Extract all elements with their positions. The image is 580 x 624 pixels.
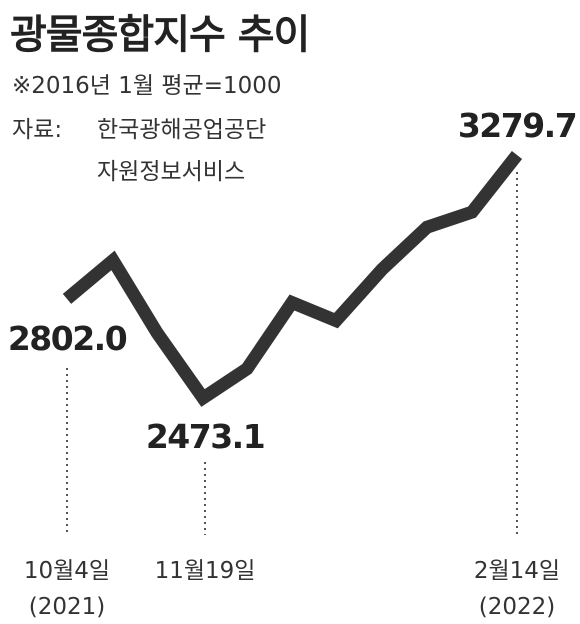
value-labels: 2802.0 2473.1 3279.7: [8, 106, 578, 456]
guide-lines: [66, 172, 518, 535]
x-tick-date-1: 11월19일: [155, 558, 256, 584]
base-note: ※2016년 1월 평균=1000: [12, 73, 282, 99]
x-tick-year-0: (2021): [29, 594, 105, 620]
series-line: [62, 150, 523, 407]
x-tick-date-0: 10월4일: [24, 558, 110, 584]
x-axis-labels: 10월4일 (2021) 11월19일 2월14일 (2022): [24, 558, 560, 620]
x-tick-date-2: 2월14일: [474, 558, 560, 584]
value-label-2: 3279.7: [458, 106, 576, 145]
x-tick-year-2: (2022): [479, 594, 555, 620]
source-label: 자료:: [12, 117, 63, 143]
source-line-1: 한국광해공업공단: [97, 117, 267, 143]
value-label-1: 2473.1: [146, 417, 264, 456]
source-line-2: 자원정보서비스: [97, 159, 246, 185]
value-label-0: 2802.0: [8, 319, 127, 358]
chart-title: 광물종합지수 추이: [10, 12, 310, 58]
